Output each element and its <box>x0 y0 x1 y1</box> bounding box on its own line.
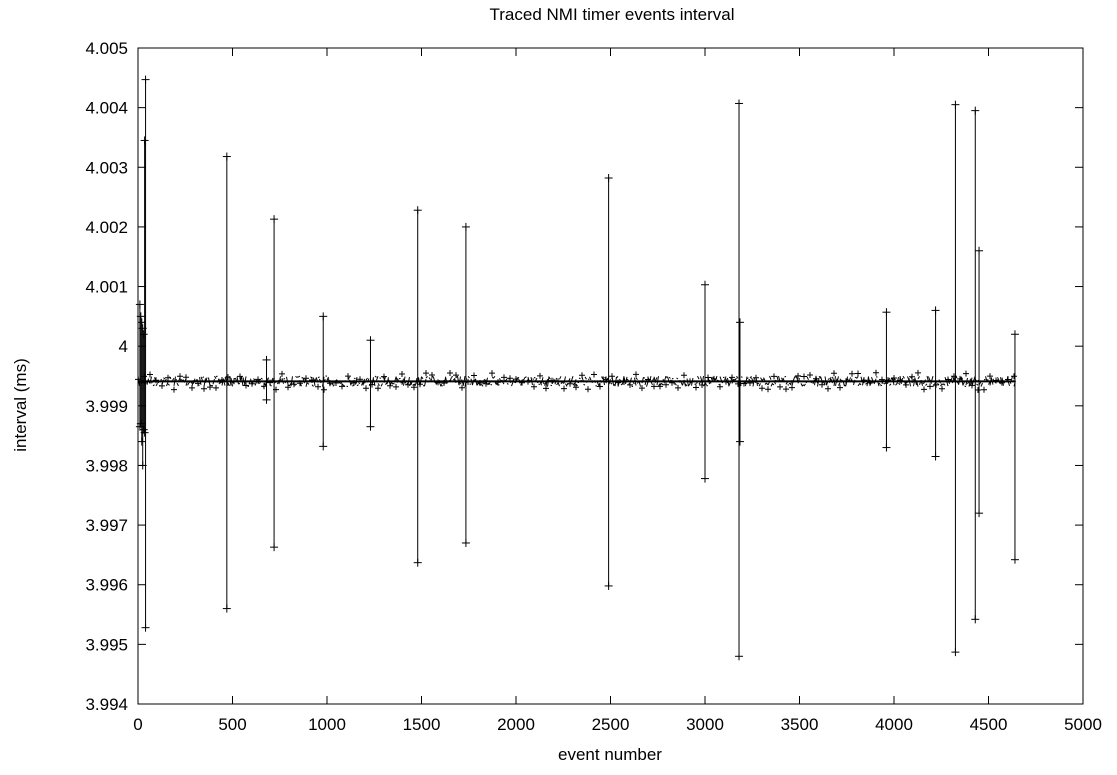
x-tick-label: 500 <box>218 715 246 734</box>
spike-high-point-18 <box>882 308 891 317</box>
spike-low-point-9 <box>270 543 279 552</box>
spike-low-point-6 <box>141 623 150 632</box>
spike-low-point-10 <box>319 442 328 451</box>
spike-low-point-2 <box>137 437 146 446</box>
spike-low-point-11 <box>366 422 375 431</box>
y-tick-label: 3.996 <box>85 576 128 595</box>
spike-high-point-19 <box>931 306 940 315</box>
spike-low-point-21 <box>971 615 980 624</box>
x-tick-label: 1500 <box>403 715 441 734</box>
x-tick-label: 5000 <box>1064 715 1102 734</box>
spike-low-point-23 <box>1010 555 1019 564</box>
x-tick-label: 2000 <box>497 715 535 734</box>
spike-low-point-13 <box>461 538 470 547</box>
spike-high-point-23 <box>1010 330 1019 339</box>
spike-high-point-16 <box>735 99 744 108</box>
spike-high-point-9 <box>270 215 279 224</box>
spike-high-point-4 <box>139 330 148 339</box>
spike-high-point-14 <box>604 174 613 183</box>
spike-low-point-17 <box>735 437 744 446</box>
x-tick-label: 3000 <box>686 715 724 734</box>
chart-title: Traced NMI timer events interval <box>490 5 735 24</box>
y-axis-title: interval (ms) <box>11 358 30 452</box>
spike-low-point-18 <box>882 443 891 452</box>
spike-low-point-8 <box>262 395 271 404</box>
plot-area <box>135 75 1019 661</box>
y-tick-label: 4.004 <box>85 99 128 118</box>
spike-high-point-6 <box>141 75 150 84</box>
spike-high-point-17 <box>735 318 744 327</box>
spike-low-point-14 <box>604 581 613 590</box>
y-tick-label: 4 <box>119 337 128 356</box>
spike-low-point-15 <box>701 474 709 483</box>
spike-high-point-20 <box>951 100 960 109</box>
spike-high-point-15 <box>701 280 709 289</box>
y-tick-label: 3.997 <box>85 516 128 535</box>
x-tick-label: 4500 <box>970 715 1008 734</box>
spike-low-point-7 <box>222 604 231 613</box>
spike-high-point-10 <box>319 312 328 321</box>
spike-low-point-5 <box>140 428 149 437</box>
spike-high-point-11 <box>366 336 375 345</box>
spike-low-point-20 <box>951 648 960 657</box>
spike-low-point-16 <box>735 652 744 661</box>
spike-high-point-7 <box>222 152 231 161</box>
x-tick-label: 2500 <box>592 715 630 734</box>
spike-high-point-21 <box>971 106 980 115</box>
spike-high-point-0 <box>135 300 144 309</box>
axes: 0 500 1000 1500 2000 2500 3000 3500 4000 4500 5000… <box>85 39 1101 734</box>
spike-low-point-19 <box>931 452 940 461</box>
x-tick-label: 0 <box>133 715 142 734</box>
x-tick-label: 1000 <box>308 715 346 734</box>
spike-high-point-22 <box>975 246 984 255</box>
y-tick-label: 4.002 <box>85 218 128 237</box>
x-tick-label: 3500 <box>781 715 819 734</box>
y-tick-label: 4.001 <box>85 278 128 297</box>
y-tick-label: 4.005 <box>85 39 128 58</box>
x-tick-label: 4000 <box>875 715 913 734</box>
y-tick-label: 3.998 <box>85 456 128 475</box>
x-axis-title: event number <box>558 745 662 764</box>
y-tick-label: 3.999 <box>85 397 128 416</box>
y-tick-label: 3.995 <box>85 635 128 654</box>
y-tick-label: 3.994 <box>85 695 128 714</box>
spike-high-point-12 <box>413 206 422 215</box>
y-tick-label: 4.003 <box>85 158 128 177</box>
spike-low-point-22 <box>975 509 984 518</box>
spike-high-point-13 <box>461 222 470 231</box>
spike-high-point-8 <box>262 355 271 364</box>
spike-low-point-12 <box>413 558 422 567</box>
spike-high-point-5 <box>140 136 149 145</box>
